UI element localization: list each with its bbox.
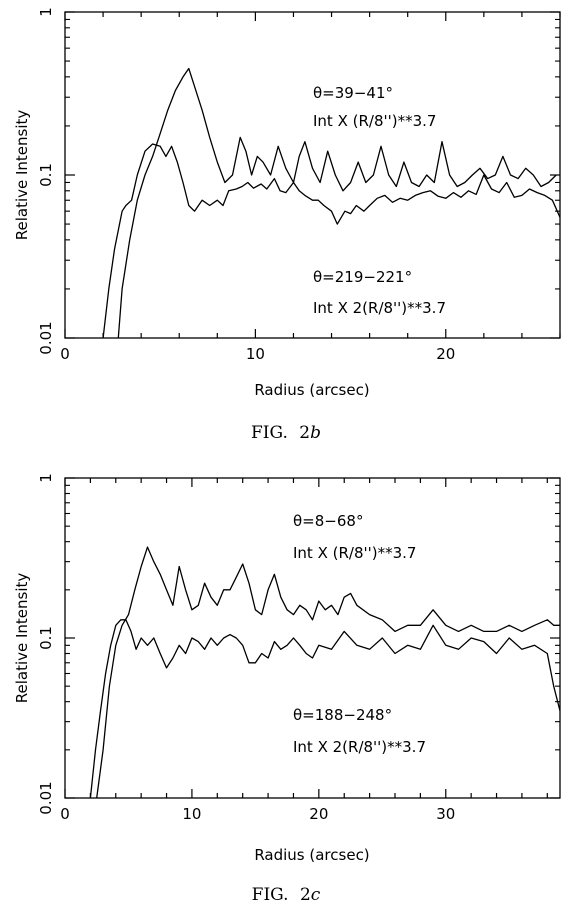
x-tick-label: 0 xyxy=(60,345,70,363)
y-tick-label: 1 xyxy=(37,473,55,483)
series-line-upper-angle xyxy=(117,67,557,338)
x-tick-label: 20 xyxy=(436,345,455,363)
caption-number: 2 xyxy=(300,885,311,905)
annotation-upper-formula: Int X (R/8'')**3.7 xyxy=(313,112,436,130)
y-tick-label: 0.1 xyxy=(37,163,55,187)
y-axis-label: Relative Intensity xyxy=(13,110,31,241)
x-tick-label: 20 xyxy=(309,805,328,823)
x-tick-label: 0 xyxy=(60,805,70,823)
annotation-upper-formula: Int X (R/8'')**3.7 xyxy=(293,544,416,562)
y-tick-label: 0.01 xyxy=(37,321,55,354)
series-line-upper-angle xyxy=(96,546,560,798)
y-tick-label: 1 xyxy=(37,7,55,17)
y-tick-label: 0.1 xyxy=(37,626,55,650)
series-line-lower-angle xyxy=(102,143,560,338)
x-tick-label: 10 xyxy=(246,345,265,363)
x-tick-label: 30 xyxy=(436,805,455,823)
figure-caption: FIG. 2b xyxy=(251,423,321,443)
annotation-upper-angle: θ=8−68° xyxy=(293,512,363,530)
x-tick-label: 10 xyxy=(182,805,201,823)
caption-letter: b xyxy=(310,423,321,443)
annotation-lower-angle: θ=188−248° xyxy=(293,706,392,724)
series-line-lower-angle xyxy=(89,619,560,798)
chart-panel-2b: Relative Intensity Radius (arcsec) θ=39−… xyxy=(13,7,561,443)
annotation-lower-formula: Int X 2(R/8'')**3.7 xyxy=(313,299,446,317)
x-axis-label: Radius (arcsec) xyxy=(254,846,369,864)
y-tick-label: 0.01 xyxy=(37,781,55,814)
caption-number: 2 xyxy=(299,423,310,443)
annotation-upper-angle: θ=39−41° xyxy=(313,84,393,102)
caption-prefix: FIG. xyxy=(252,885,289,905)
annotation-lower-angle: θ=219−221° xyxy=(313,268,412,286)
figure-caption: FIG. 2c xyxy=(252,885,321,905)
caption-prefix: FIG. xyxy=(251,423,288,443)
y-axis-label: Relative Intensity xyxy=(13,573,31,704)
x-axis-label: Radius (arcsec) xyxy=(254,381,369,399)
chart-panel-2c: Relative Intensity Radius (arcsec) θ=8−6… xyxy=(13,473,561,905)
caption-letter: c xyxy=(311,885,321,905)
annotation-lower-formula: Int X 2(R/8'')**3.7 xyxy=(293,738,426,756)
